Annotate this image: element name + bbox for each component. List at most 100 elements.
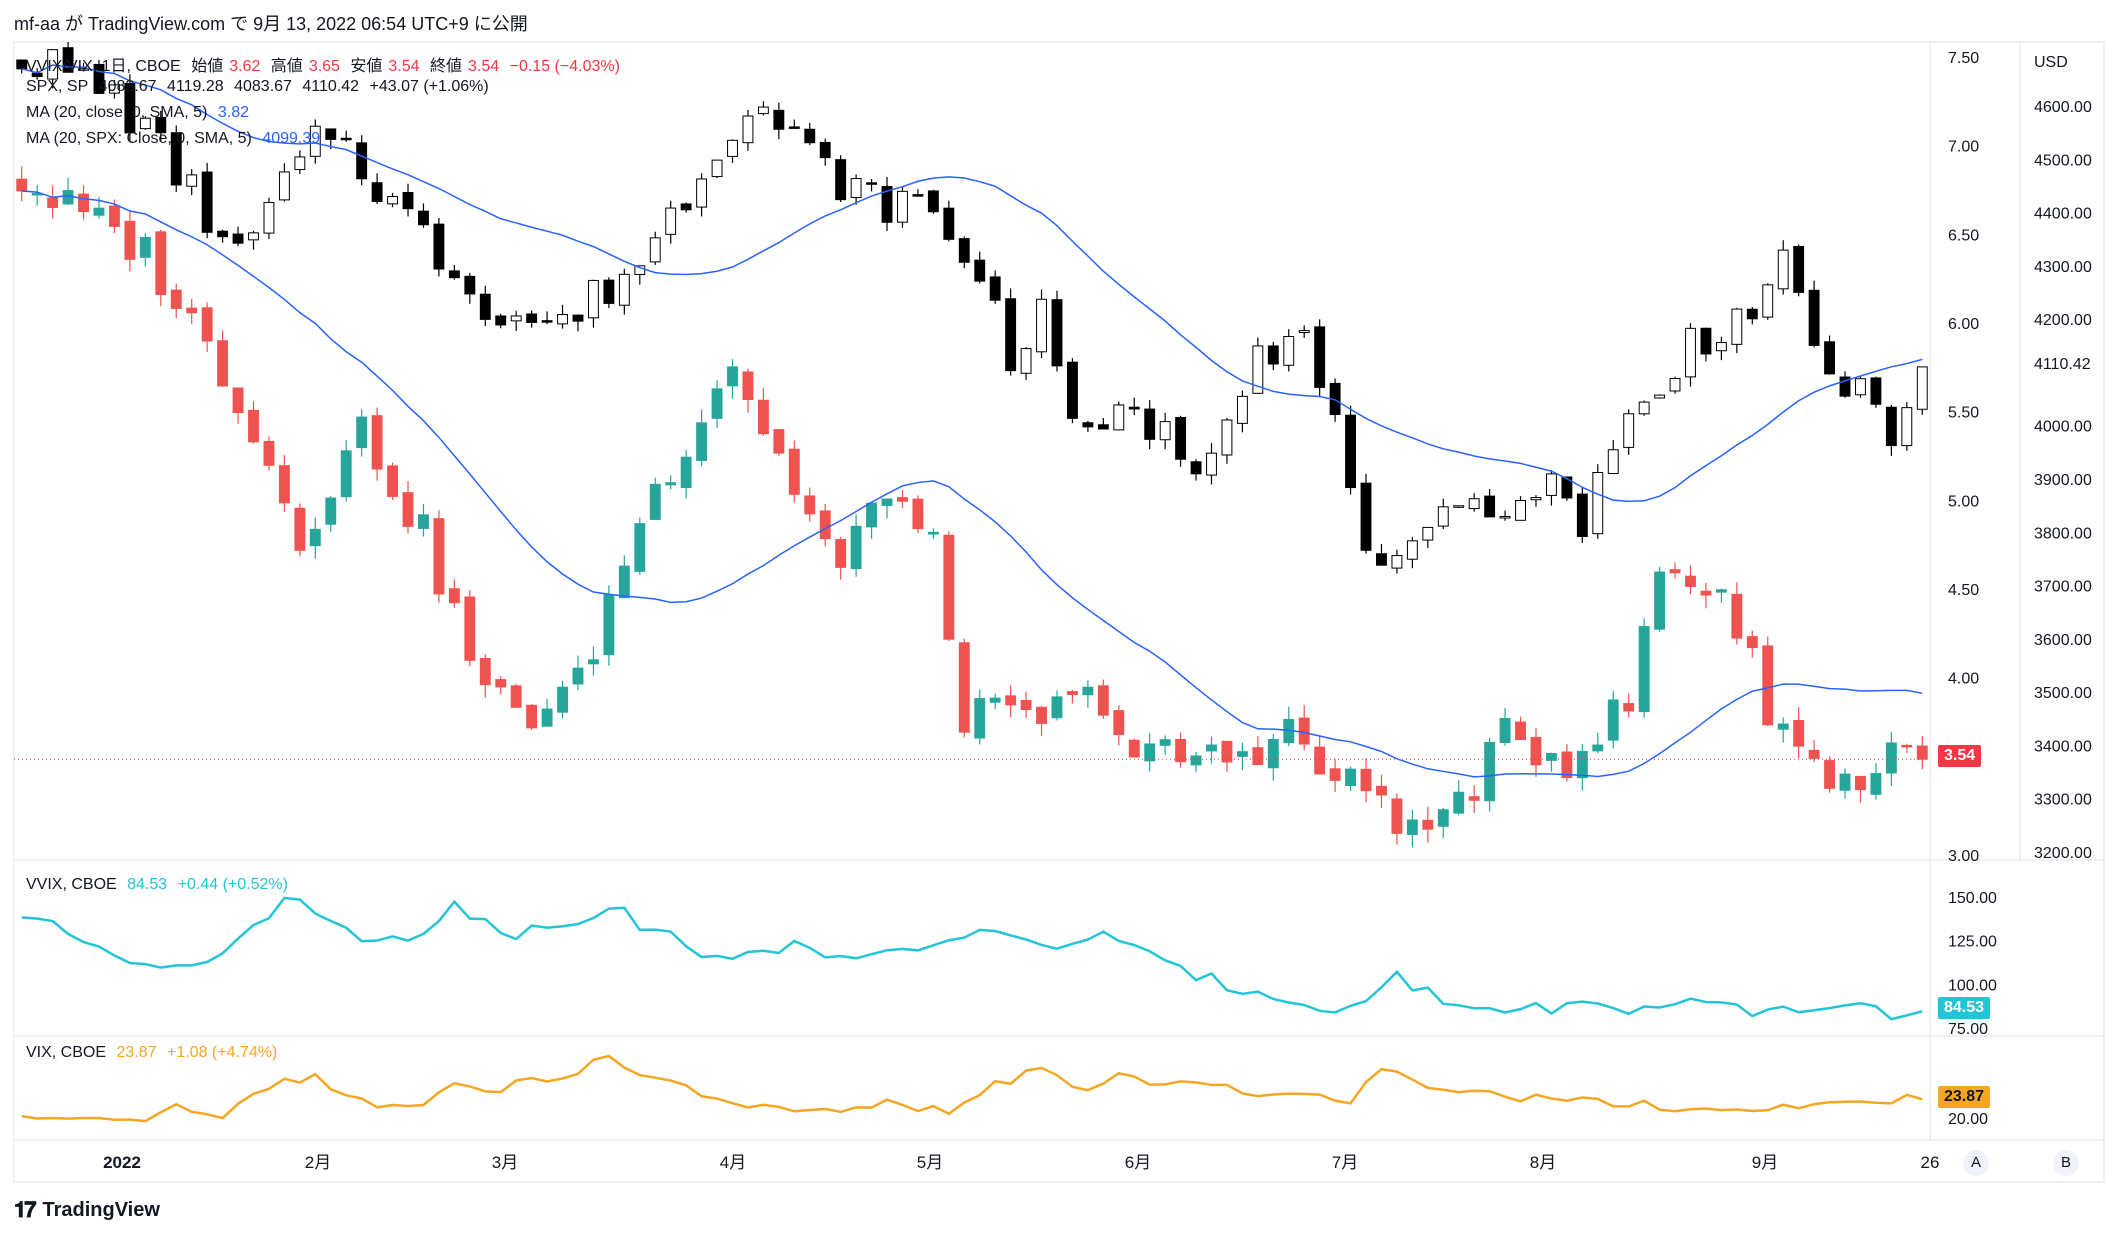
candle-body	[170, 289, 182, 309]
candle-body	[371, 415, 383, 470]
candle-body	[1839, 773, 1851, 791]
spx-symbol: SPX, SP	[26, 78, 89, 95]
candle-body	[1530, 497, 1542, 501]
close-label: 終値	[430, 58, 463, 75]
vvix-value: 84.53	[127, 876, 168, 893]
currency-label: USD	[2034, 54, 2068, 71]
vvix-legend: VVIX, CBOE 84.53 +0.44 (+0.52%)	[26, 876, 294, 894]
candle-body	[1298, 330, 1310, 333]
candle-body	[1777, 723, 1789, 730]
spx-tick-label: 3600.00	[2034, 632, 2092, 649]
candle-body	[541, 708, 553, 727]
ratio-ma-line	[21, 190, 1923, 778]
x-tick-label: 9月	[1752, 1153, 1778, 1172]
main-legend: VVIX/VIX, 1日, CBOE 始値 3.62 高値 3.65 安値 3.54 …	[26, 52, 626, 76]
candle-body	[897, 497, 908, 502]
vix-line	[21, 1054, 1923, 1123]
candle-body	[649, 237, 661, 263]
candle-body	[1159, 421, 1171, 441]
candle-body	[1020, 699, 1032, 711]
candle-body	[943, 207, 955, 240]
candle-body	[526, 704, 538, 729]
candle-body	[1870, 377, 1882, 405]
candle-body	[232, 387, 244, 414]
candle-body	[1036, 706, 1047, 724]
candle-body	[356, 416, 368, 449]
candle-body	[155, 231, 167, 295]
candle-body	[232, 233, 244, 244]
candle-body	[248, 232, 259, 241]
candle-body	[1715, 342, 1727, 352]
candle-body	[742, 115, 754, 144]
auto-scale-button[interactable]: A	[1963, 1150, 1989, 1176]
vix-legend: VIX, CBOE 23.87 +1.08 (+4.74%)	[26, 1044, 283, 1062]
candle-body	[78, 68, 89, 71]
candle-body	[1391, 555, 1403, 569]
publisher-line: mf-aa が TradingView.com で 9月 13, 2022 06…	[14, 14, 528, 34]
candle-body	[1144, 408, 1156, 440]
spx-tick-label: 4500.00	[2034, 152, 2092, 169]
candle-body	[1128, 739, 1140, 758]
candle-body	[433, 223, 445, 270]
footer-brand[interactable]: 𝟏𝟕 TradingView	[14, 1197, 160, 1223]
ma2-value: 4099.39	[262, 130, 321, 147]
candle-body	[124, 83, 136, 134]
candle-body	[618, 565, 630, 599]
candle-body	[448, 588, 460, 604]
brand-name: TradingView	[42, 1198, 160, 1221]
candle-body	[1113, 710, 1125, 735]
candle-body	[881, 498, 893, 506]
candle-body	[526, 313, 538, 323]
candle-body	[1298, 717, 1310, 745]
ma1-label: MA (20, close, 0, SMA, 5)	[26, 104, 208, 121]
candle-body	[989, 276, 1001, 301]
ratio-tick-label: 4.50	[1948, 582, 1979, 599]
ratio-tick-label: 7.50	[1948, 50, 1979, 67]
candle-body	[1066, 691, 1078, 695]
candle-body	[1175, 738, 1187, 763]
candle-body	[881, 185, 893, 223]
candle-body	[1236, 395, 1248, 424]
candle-body	[464, 596, 476, 661]
candle-body	[866, 182, 878, 185]
candle-body	[294, 507, 306, 551]
candle-body	[217, 340, 229, 387]
candle-body	[819, 510, 831, 540]
log-scale-button[interactable]: B	[2053, 1150, 2079, 1176]
candle-body	[1437, 506, 1449, 527]
candle-body	[1623, 703, 1635, 712]
spx-tick-label: 3900.00	[2034, 472, 2092, 489]
candle-body	[958, 238, 970, 263]
candle-body	[1731, 308, 1743, 345]
candle-body	[47, 197, 59, 209]
candle-body	[850, 178, 862, 198]
candle-body	[1314, 326, 1326, 388]
candle-body	[433, 518, 445, 595]
candle-body	[1746, 308, 1758, 320]
candle-body	[1808, 289, 1820, 346]
candle-body	[1345, 768, 1357, 786]
candle-body	[587, 279, 599, 319]
candle-body	[804, 128, 816, 144]
x-tick-label: 2022	[103, 1153, 141, 1172]
candle-body	[1422, 819, 1434, 830]
candle-body	[1885, 742, 1897, 774]
vvix-label: VVIX, CBOE	[26, 876, 117, 893]
candle-body	[1685, 327, 1696, 378]
candle-body	[804, 495, 816, 515]
candle-body	[1885, 406, 1897, 447]
candle-body	[912, 194, 924, 197]
candle-body	[1236, 751, 1248, 757]
spx-price-tag: 4110.42	[2028, 354, 2097, 376]
candle-body	[1314, 746, 1326, 775]
low-label: 安値	[350, 58, 383, 75]
candle-body	[1391, 798, 1403, 834]
vvix-tick-label: 125.00	[1948, 934, 1997, 951]
candle-body	[634, 265, 646, 275]
candle-body	[835, 159, 847, 201]
x-tick-label: 6月	[1125, 1153, 1151, 1172]
candle-body	[696, 178, 708, 208]
candle-body	[479, 658, 491, 686]
candle-body	[557, 314, 568, 325]
